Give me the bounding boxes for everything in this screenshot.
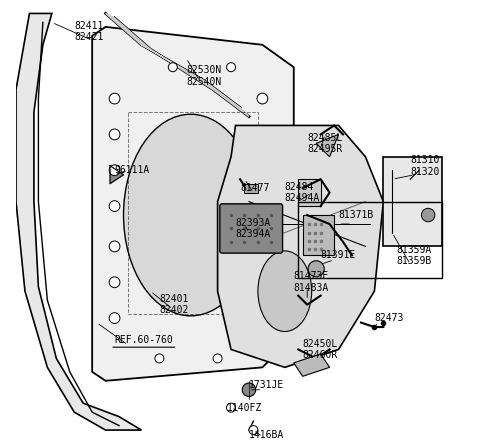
- Polygon shape: [142, 45, 213, 90]
- Text: 1416BA: 1416BA: [249, 430, 284, 439]
- Circle shape: [257, 272, 268, 283]
- FancyBboxPatch shape: [220, 204, 283, 253]
- Bar: [298, 179, 321, 206]
- Polygon shape: [316, 134, 338, 157]
- Bar: [384, 157, 442, 246]
- Text: 81473E
81483A: 81473E 81483A: [294, 271, 329, 293]
- Text: 82530N
82540N: 82530N 82540N: [186, 65, 221, 87]
- Polygon shape: [204, 81, 249, 116]
- Circle shape: [242, 383, 256, 396]
- Circle shape: [109, 277, 120, 288]
- Circle shape: [109, 93, 120, 104]
- Circle shape: [227, 63, 236, 72]
- Circle shape: [109, 165, 120, 176]
- Text: 81310
81320: 81310 81320: [410, 155, 440, 177]
- Circle shape: [257, 93, 268, 104]
- Circle shape: [109, 201, 120, 211]
- Circle shape: [109, 241, 120, 252]
- Circle shape: [249, 426, 258, 435]
- Polygon shape: [294, 354, 330, 376]
- Circle shape: [155, 354, 164, 363]
- Circle shape: [257, 219, 268, 229]
- Text: 81359A
81359B: 81359A 81359B: [397, 245, 432, 266]
- Text: 82411
82421: 82411 82421: [74, 21, 104, 42]
- Polygon shape: [110, 166, 123, 184]
- Bar: [303, 215, 334, 255]
- Text: 82450L
82460R: 82450L 82460R: [303, 339, 338, 360]
- Text: 82393A
82394A: 82393A 82394A: [236, 218, 271, 239]
- Ellipse shape: [123, 114, 258, 316]
- Circle shape: [213, 354, 222, 363]
- Text: 82473: 82473: [374, 313, 404, 323]
- Circle shape: [109, 313, 120, 323]
- Bar: [298, 202, 442, 278]
- Text: 81371B: 81371B: [338, 210, 374, 220]
- Text: 1731JE: 1731JE: [249, 380, 284, 390]
- Bar: [244, 184, 258, 193]
- Circle shape: [227, 403, 236, 412]
- Text: 82485L
82495R: 82485L 82495R: [307, 133, 342, 154]
- PathPatch shape: [92, 27, 294, 381]
- Text: 81477: 81477: [240, 183, 269, 193]
- Circle shape: [421, 208, 435, 222]
- Text: 82401
82402: 82401 82402: [159, 294, 189, 315]
- Circle shape: [109, 129, 120, 140]
- Text: 82484
82494A: 82484 82494A: [285, 182, 320, 203]
- Circle shape: [257, 151, 268, 162]
- Text: 81391E: 81391E: [321, 250, 356, 260]
- Text: REF.60-760: REF.60-760: [115, 336, 173, 345]
- PathPatch shape: [16, 13, 142, 430]
- Text: 96111A: 96111A: [115, 165, 150, 175]
- Circle shape: [257, 317, 268, 328]
- Ellipse shape: [258, 251, 312, 332]
- Circle shape: [308, 261, 324, 277]
- Circle shape: [168, 63, 177, 72]
- Text: 1140FZ: 1140FZ: [227, 403, 262, 413]
- Polygon shape: [106, 13, 150, 49]
- PathPatch shape: [217, 125, 384, 367]
